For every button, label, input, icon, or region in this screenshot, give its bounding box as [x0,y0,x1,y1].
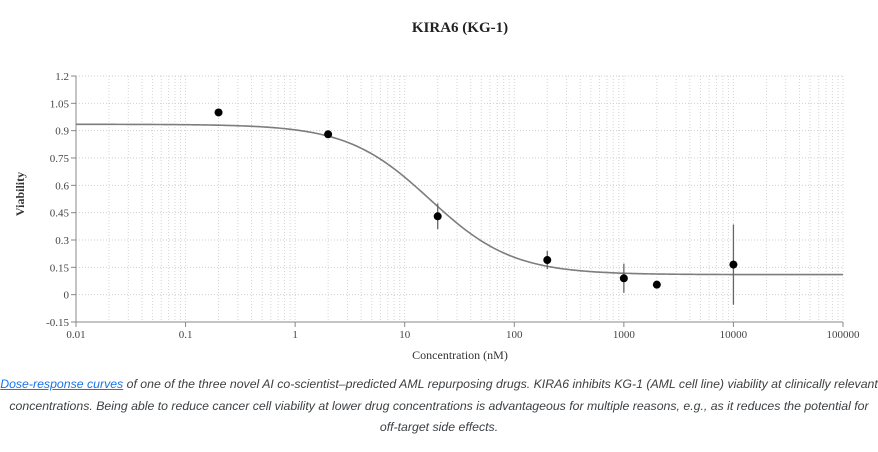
x-tick-label: 1000 [613,329,636,341]
axes: -0.15 0 0.15 0.3 0.45 0.6 0.75 0.9 1.05 1.2 0.01 0.… [46,71,860,341]
fit-curve [76,123,844,276]
y-tick-label: 0.6 [55,180,69,192]
x-axis-label: Concentration (nM) [412,348,508,362]
chart: KIRA6 (KG-1) -0.15 0 0.15 0.3 0.45 0.6 0.75 0.9… [13,20,860,362]
x-tick-label: 1 [292,329,298,341]
data-point [324,130,333,139]
data-point [433,212,442,221]
caption-link[interactable]: Dose-response curves [0,377,124,391]
x-tick-label: 100 [506,329,523,341]
data-point [729,260,738,269]
caption-text: of one of the three novel AI co-scientis… [9,377,878,434]
y-tick-label: -0.15 [46,317,69,329]
x-tick-label: 10000 [720,329,748,341]
y-tick-label: 0.45 [50,208,70,220]
y-tick-label: 0.15 [50,262,70,274]
x-tick-label: 10 [399,329,411,341]
data-points [214,108,738,305]
x-tick-label: 0.1 [179,329,193,341]
y-tick-label: 0.75 [50,153,70,165]
y-tick-label: 0.3 [55,235,69,247]
y-tick-label: 0 [64,290,70,302]
y-tick-label: 0.9 [55,126,69,138]
data-point [214,108,223,117]
data-point [543,256,552,265]
chart-title: KIRA6 (KG-1) [412,20,508,36]
grid [75,75,844,323]
fit-curve-group [76,123,844,276]
data-point [652,280,661,289]
y-axis-label: Viability [13,172,27,216]
figure-caption: Dose-response curves of one of the three… [0,374,878,439]
y-tick-label: 1.2 [55,71,69,83]
x-tick-label: 100000 [827,329,861,341]
y-tick-label: 1.05 [50,98,70,110]
x-tick-label: 0.01 [66,329,85,341]
data-point [619,274,628,283]
